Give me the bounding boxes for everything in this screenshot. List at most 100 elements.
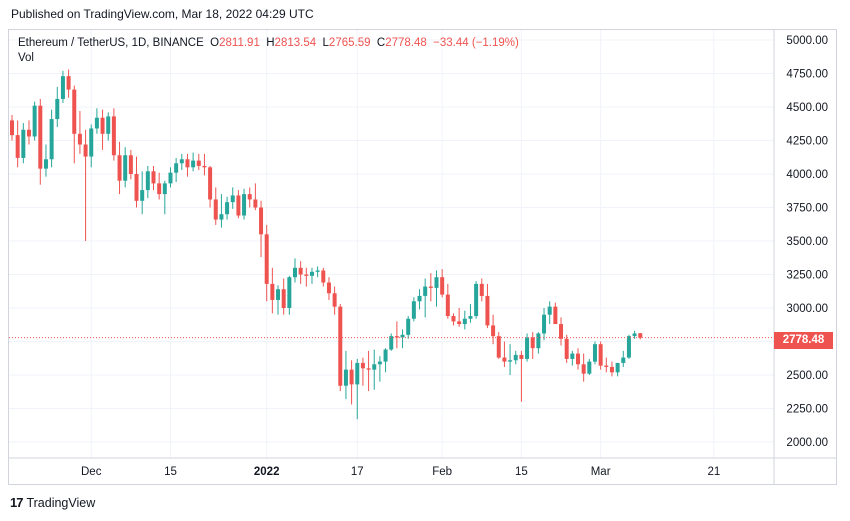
candle-body [83, 144, 88, 157]
candle-body [581, 364, 586, 374]
candle-body [576, 353, 580, 365]
candle-body [236, 195, 241, 216]
legend-close: 2778.48 [385, 37, 427, 49]
candle-body [536, 333, 541, 349]
candle-body [542, 314, 547, 334]
candle-body [242, 194, 247, 216]
candle-body [100, 117, 105, 134]
legend-open-label: O [210, 37, 220, 49]
candle-body [457, 321, 462, 325]
candle-body [377, 361, 382, 365]
x-tick-label: 2022 [254, 466, 280, 478]
candle-body [604, 365, 609, 367]
legend-high-label: H [266, 37, 275, 49]
legend-low: 2765.59 [328, 37, 371, 49]
price-axis: 5000.00 4750.00 4500.00 4250.00 4000.00 3750.… [786, 35, 828, 449]
candle-body [598, 344, 603, 366]
legend-vol: Vol [18, 52, 34, 64]
candle-body [513, 354, 518, 361]
candle-body [632, 333, 637, 337]
candles-layer [10, 69, 643, 420]
candle-body [406, 318, 411, 335]
candle-body [270, 283, 275, 300]
y-tick-label: 4000.00 [786, 169, 828, 181]
candle-body [259, 207, 264, 235]
candle-body [287, 277, 292, 308]
candle-body [525, 337, 530, 359]
candle-body [332, 293, 337, 307]
candle-body [60, 76, 65, 99]
brand-name: TradingView [26, 495, 96, 510]
legend-high: 2813.54 [274, 37, 317, 49]
candle-body [592, 344, 597, 362]
candle-body [338, 306, 343, 386]
candle-body [77, 133, 82, 145]
candle-body [417, 295, 422, 302]
candle-body [134, 174, 139, 201]
candle-body [445, 294, 450, 317]
candle-body [428, 286, 433, 288]
candle-body [157, 183, 162, 195]
candle-body [174, 163, 179, 173]
y-tick-label: 4750.00 [786, 69, 828, 81]
candle-body [230, 195, 235, 203]
time-axis: Dec 15 2022 17 Feb 15 Mar 21 [81, 466, 720, 478]
candle-body [638, 333, 643, 338]
candle-body [225, 202, 230, 215]
candle-body [10, 120, 14, 136]
candle-body [168, 172, 173, 184]
y-tick-label: 2500.00 [786, 370, 828, 382]
candle-body [219, 214, 224, 220]
candle-body [21, 129, 26, 158]
candle-body [621, 357, 626, 363]
candle-body [72, 89, 77, 134]
x-tick-label: Dec [81, 466, 102, 478]
candle-body [304, 274, 309, 276]
candle-body [383, 349, 388, 362]
x-tick-label: Feb [432, 466, 452, 478]
candle-body [117, 155, 122, 181]
candle-body [191, 160, 196, 168]
legend-close-label: C [376, 37, 386, 49]
legend-change: −33.44 (−1.19%) [433, 37, 519, 49]
candle-body [162, 183, 167, 195]
candle-body [474, 283, 479, 317]
candle-body [530, 337, 535, 349]
candle-body [468, 316, 473, 319]
candle-body [140, 190, 145, 201]
candle-body [609, 366, 614, 373]
candle-body [196, 160, 201, 166]
candle-body [321, 270, 326, 283]
y-tick-label: 3500.00 [786, 236, 828, 248]
y-tick-label: 3000.00 [786, 303, 828, 315]
candle-body [400, 334, 405, 338]
candle-body [587, 361, 592, 374]
legend-low-label: L [322, 37, 329, 49]
candle-body [32, 105, 37, 137]
candle-body [145, 171, 150, 191]
candle-body [202, 165, 207, 168]
candle-body [326, 282, 331, 294]
candle-body [496, 336, 501, 358]
chart-legend: Ethereum / TetherUS, 1D, BINANCE O2811.9… [18, 35, 519, 52]
candle-body [615, 362, 620, 373]
x-tick-label: Mar [591, 466, 611, 478]
legend-open: 2811.91 [219, 37, 260, 49]
candle-body [309, 271, 314, 276]
tradingview-brand[interactable]: 17 TradingView [10, 495, 95, 510]
candle-body [208, 167, 213, 200]
x-tick-label: 17 [351, 466, 364, 478]
y-tick-label: 4250.00 [786, 136, 828, 148]
candle-body [559, 324, 564, 339]
candle-body [372, 364, 377, 370]
candle-body [394, 336, 399, 338]
candle-body [502, 357, 507, 362]
candle-body [293, 267, 297, 278]
y-tick-label: 2000.00 [786, 437, 828, 449]
chart-frame[interactable] [8, 29, 837, 485]
candle-body [366, 368, 371, 370]
candle-body [94, 117, 99, 129]
candle-body [106, 116, 111, 134]
candle-body [389, 336, 394, 350]
